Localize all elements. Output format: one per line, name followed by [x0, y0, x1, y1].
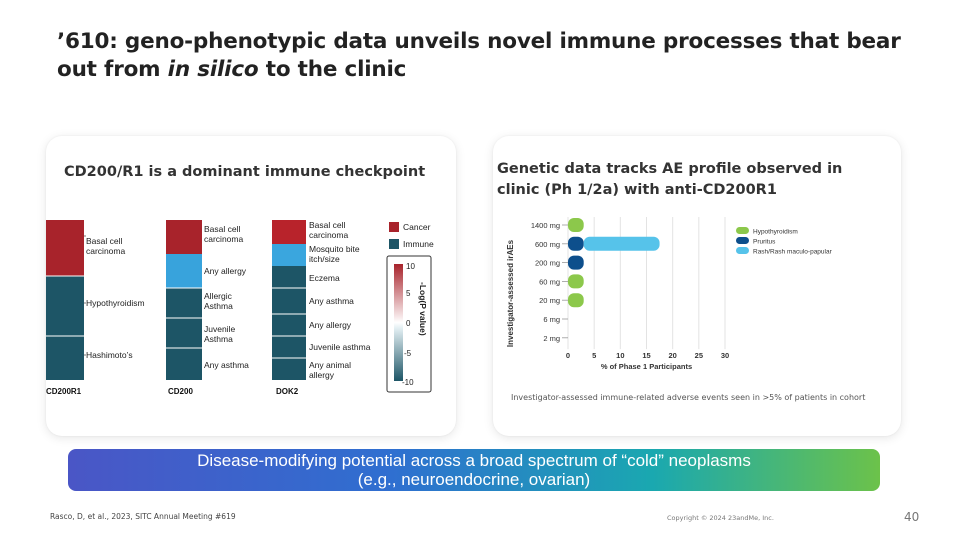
checkpoint-card: CD200/R1 is a dominant immune checkpoint…	[46, 136, 456, 436]
banner-line-1: Disease-modifying potential across a bro…	[197, 451, 751, 470]
label-any-asthma-cd200: Any asthma	[204, 360, 249, 370]
heatmap-cell-any-allergy-cd200	[166, 254, 202, 288]
x-tick-10: 10	[616, 351, 624, 360]
bar-600-mg-rash	[583, 236, 660, 251]
heatmap-cell-hashimotos	[46, 336, 84, 380]
label-hypothyroidism: Hypothyroidism	[86, 298, 145, 308]
colorbar-tick-0: 0	[406, 319, 411, 328]
legend-swatch-2	[736, 247, 749, 254]
legend-swatch-cancer	[389, 222, 399, 232]
heatmap-cell-basal-cell-dok2	[272, 220, 306, 244]
dose-label-20-mg: 20 mg	[539, 296, 560, 305]
legend-label-2: Rash/Rash maculo-papular	[753, 249, 833, 256]
heatmap-cell-any-allergy-dok2	[272, 314, 306, 336]
column-label-cd200r1: CD200R1	[46, 387, 82, 396]
phenotype-heatmap: Basal cell carcinoma Hypothyroidism Hashi…	[46, 220, 434, 396]
slide-title: ’610: geno-phenotypic data unveils novel…	[57, 29, 901, 82]
heatmap-cell-any-asthma-cd200	[166, 348, 202, 380]
column-label-cd200: CD200	[168, 387, 193, 396]
heatmap-column-cd200: Basal cell carcinoma Any allergy Allergic…	[166, 220, 249, 396]
dose-label-6-mg: 6 mg	[543, 315, 560, 324]
heatmap-cell-any-asthma-dok2	[272, 288, 306, 314]
label-any-allergy-cd200: Any allergy	[204, 266, 247, 276]
bar-200-mg-pruritus	[568, 255, 584, 270]
label-any-animal-allergy: Any animal allergy	[309, 360, 351, 380]
ae-profile-card: Genetic data tracks AE profile observed …	[493, 136, 901, 436]
bar-1400-mg-hypothyroidism	[568, 218, 584, 232]
bar-20-mg-hypothyroidism	[568, 293, 584, 308]
x-tick-30: 30	[721, 351, 729, 360]
label-eczema: Eczema	[309, 273, 340, 283]
legend-label-1: Pruritus	[753, 239, 776, 246]
x-tick-25: 25	[695, 351, 703, 360]
checkpoint-heading: CD200/R1 is a dominant immune checkpoint	[64, 164, 426, 180]
label-juvenile-asthma-cd200: Juvenile Asthma	[204, 324, 235, 344]
banner-line-2: (e.g., neuroendocrine, ovarian)	[357, 470, 591, 489]
heatmap-cell-juvenile-asthma-cd200	[166, 318, 202, 348]
ae-profile-heading: Genetic data tracks AE profile observed …	[497, 161, 843, 198]
legend-label-cancer: Cancer	[403, 222, 431, 232]
ae-bar-chart: Investigator-assessed irAEs 1400 mg 600 m…	[506, 217, 833, 371]
footer-copyright: Copyright © 2024 23andMe, Inc.	[667, 514, 774, 522]
legend-label-immune: Immune	[403, 239, 434, 249]
footer-reference: Rasco, D, et al., 2023, SITC Annual Meet…	[50, 512, 236, 521]
legend-swatch-immune	[389, 239, 399, 249]
x-tick-20: 20	[668, 351, 676, 360]
banner: Disease-modifying potential across a bro…	[68, 449, 880, 491]
heatmap-cell-any-animal-allergy	[272, 358, 306, 380]
heatmap-cell-basal-cell-cd200	[166, 220, 202, 254]
label-basal-cell-cd200: Basal cell carcinoma	[204, 224, 243, 244]
legend-swatch-1	[736, 237, 749, 244]
heatmap-cell-allergic-asthma	[166, 288, 202, 318]
colorbar-tick-5: 5	[406, 289, 411, 298]
chart-legend: Hypothyroidism Pruritus Rash/Rash maculo-p…	[736, 227, 833, 256]
label-basal-cell-dok2: Basal cell carcinoma	[309, 220, 348, 240]
bar-600-mg-pruritus	[568, 236, 584, 251]
label-juvenile-asthma-dok2: Juvenile asthma	[309, 342, 371, 352]
colorbar-tick-neg5: -5	[404, 349, 412, 358]
heatmap-legend: Cancer Immune	[389, 222, 434, 249]
label-basal-cell-cd200r1: Basal cell carcinoma	[86, 236, 125, 256]
chart-bars	[568, 218, 660, 308]
dose-label-200-mg: 200 mg	[535, 259, 560, 268]
dose-label-2-mg: 2 mg	[543, 334, 560, 343]
label-hashimotos: Hashimoto’s	[86, 350, 133, 360]
x-tick-15: 15	[642, 351, 650, 360]
y-axis-label: Investigator-assessed irAEs	[506, 239, 515, 347]
legend-label-0: Hypothyroidism	[753, 229, 798, 236]
page-number: 40	[904, 510, 920, 524]
heatmap-cell-mosquito-bite	[272, 244, 306, 266]
column-label-dok2: DOK2	[276, 387, 299, 396]
bar-60-mg-hypothyroidism	[568, 274, 584, 289]
colorbar-tick-10: 10	[406, 262, 415, 271]
label-allergic-asthma: Allergic Asthma	[204, 291, 233, 311]
dose-label-1400-mg: 1400 mg	[531, 221, 560, 230]
heatmap-cell-basal-cell-cd200r1	[46, 220, 84, 276]
colorbar-label: -Log(P value)	[418, 282, 428, 336]
x-tick-labels: 0 5 10 15 20 25 30	[566, 351, 729, 360]
label-mosquito-bite: Mosquito bite itch/size	[309, 244, 360, 264]
heatmap-cell-juvenile-asthma-dok2	[272, 336, 306, 358]
x-axis-label: % of Phase 1 Participants	[601, 362, 692, 371]
label-any-allergy-dok2: Any allergy	[309, 320, 352, 330]
heatmap-cell-hypothyroidism	[46, 276, 84, 336]
legend-swatch-0	[736, 227, 749, 234]
colorbar: 10 5 0 -5 -10 -Log(P value)	[386, 255, 432, 393]
x-tick-5: 5	[592, 351, 596, 360]
heatmap-cell-eczema	[272, 266, 306, 288]
label-any-asthma-dok2: Any asthma	[309, 296, 354, 306]
colorbar-gradient	[394, 264, 403, 381]
title-emphasis: in silico	[167, 57, 259, 82]
heatmap-column-cd200r1: Basal cell carcinoma Hypothyroidism Hashi…	[46, 220, 145, 396]
ae-caption: Investigator-assessed immune-related adv…	[511, 393, 866, 402]
dose-label-60-mg: 60 mg	[539, 277, 560, 286]
colorbar-tick-neg10: -10	[402, 378, 414, 387]
dose-labels: 1400 mg 600 mg 200 mg 60 mg 20 mg 6 mg 2 mg	[531, 221, 568, 343]
dose-label-600-mg: 600 mg	[535, 240, 560, 249]
x-tick-0: 0	[566, 351, 570, 360]
heatmap-column-dok2: Basal cell carcinoma Mosquito bite itch/si…	[272, 220, 371, 396]
